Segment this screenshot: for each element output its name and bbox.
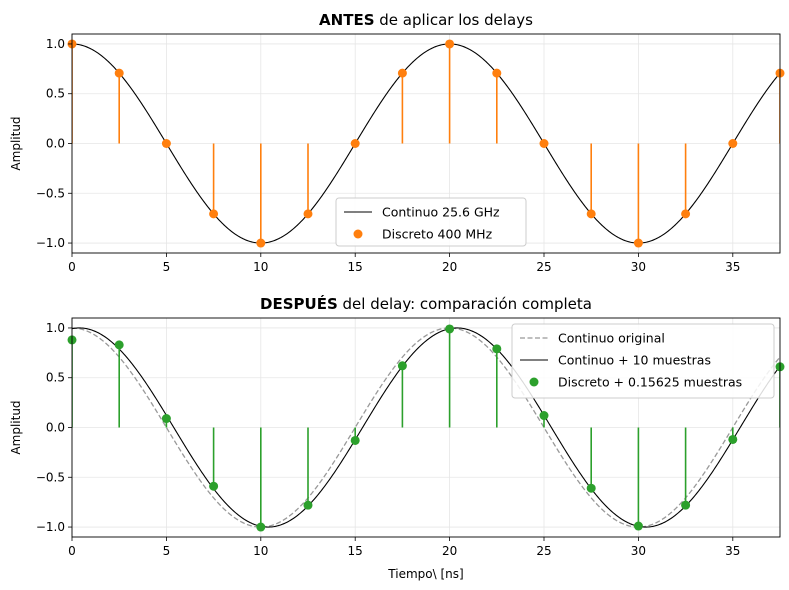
legend: Continuo 25.6 GHz Discreto 400 MHz [335, 197, 527, 247]
y-tick-label: 0.5 [46, 87, 65, 101]
y-tick-label: 1.0 [46, 37, 65, 51]
series-line-1 [72, 327, 780, 528]
x-tick-label: 5 [163, 260, 171, 274]
x-tick-label: 25 [536, 544, 551, 558]
x-tick-label: 30 [631, 260, 646, 274]
legend-label: Discreto + 0.15625 muestras [558, 375, 742, 390]
chart-after: 0 5 10 15 20 25 30 35 −1.0 −0.5 0.0 0.5 1.0 Amplitud T… [9, 294, 785, 581]
y-tick-label: −1.0 [36, 520, 65, 534]
chart-title: DESPUÉS del delay: comparación completa [260, 294, 592, 313]
stem-marker [397, 68, 407, 78]
x-tick-label: 15 [348, 544, 363, 558]
stem-marker [492, 344, 502, 354]
stem-marker [350, 435, 360, 445]
stem-marker [397, 361, 407, 371]
stem-marker [539, 411, 549, 421]
x-tick-label: 25 [536, 260, 551, 274]
stem-marker [445, 324, 455, 334]
x-tick-label: 15 [348, 260, 363, 274]
y-tick-label: 1.0 [46, 321, 65, 335]
stem-marker [114, 340, 124, 350]
legend-label: Discreto 400 MHz [382, 227, 493, 242]
stem-marker [445, 39, 455, 49]
legend-marker [529, 377, 539, 387]
stem-marker [209, 209, 219, 219]
stem-marker [633, 521, 643, 531]
legend-label: Continuo original [558, 331, 665, 346]
plot-area [72, 43, 780, 244]
x-tick-label: 35 [725, 260, 740, 274]
chart-title: ANTES de aplicar los delays [319, 11, 533, 29]
y-tick-label: −1.0 [36, 236, 65, 250]
stem-marker [209, 481, 219, 491]
x-tick-label: 10 [253, 544, 268, 558]
stem-marker [728, 139, 738, 148]
stem-marker [350, 139, 360, 148]
plot-area [72, 327, 780, 528]
stem-marker [586, 209, 596, 219]
series-line-0 [72, 43, 780, 244]
y-axis-label: Amplitud [9, 116, 23, 170]
stem-marker [114, 68, 124, 78]
y-tick-label: −0.5 [36, 470, 65, 484]
y-tick-label: 0.0 [46, 421, 65, 435]
stem-marker [633, 238, 643, 248]
stem-marker [161, 139, 171, 148]
x-tick-label: 20 [442, 260, 457, 274]
legend-marker [353, 229, 363, 239]
stem-marker [492, 68, 502, 78]
chart-before: 0 5 10 15 20 25 30 35 −1.0 −0.5 0.0 0.5 1.0 Amplitud A… [9, 11, 785, 274]
y-tick-label: 0.0 [46, 137, 65, 151]
legend-label: Continuo + 10 muestras [558, 353, 711, 368]
x-tick-label: 35 [725, 544, 740, 558]
stem-marker [256, 522, 266, 532]
stem-marker [539, 139, 549, 148]
y-axis-label: Amplitud [9, 400, 23, 454]
stem-marker [256, 238, 266, 248]
stem-marker [728, 434, 738, 444]
x-tick-label: 5 [163, 544, 171, 558]
stem-marker [681, 500, 691, 510]
legend: Continuo original Continuo + 10 muestras D… [511, 323, 775, 399]
y-tick-label: −0.5 [36, 186, 65, 200]
legend-label: Continuo 25.6 GHz [382, 205, 500, 220]
x-tick-label: 0 [68, 544, 76, 558]
series-line-0 [72, 327, 780, 528]
x-tick-label: 0 [68, 260, 76, 274]
stem-marker [681, 209, 691, 219]
x-tick-label: 20 [442, 544, 457, 558]
stem-marker [303, 500, 313, 510]
stem-marker [161, 414, 171, 424]
x-axis-label: Tiempo\ [ns] [387, 567, 463, 581]
stem-marker [586, 483, 596, 493]
y-tick-label: 0.5 [46, 371, 65, 385]
stem-marker [303, 209, 313, 219]
x-tick-label: 10 [253, 260, 268, 274]
x-tick-label: 30 [631, 544, 646, 558]
